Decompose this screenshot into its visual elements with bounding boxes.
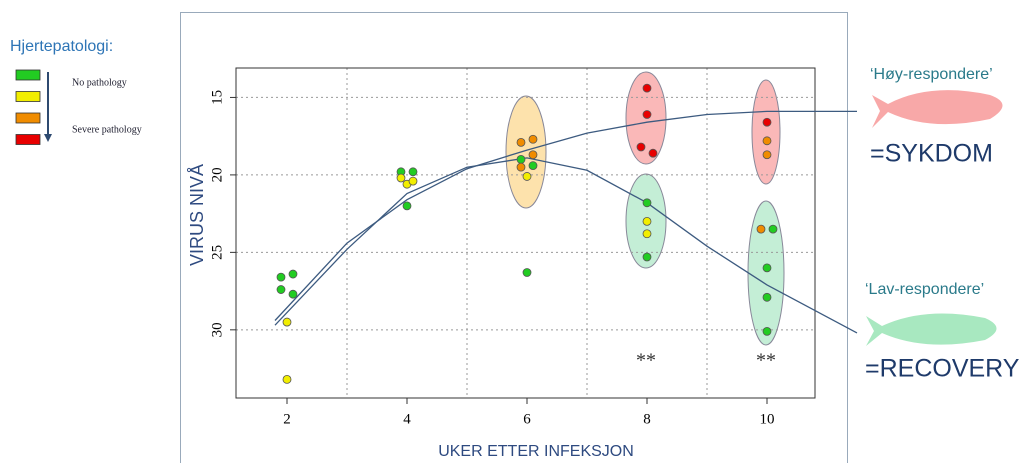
data-point <box>522 268 532 277</box>
legend-label: No pathology <box>72 77 127 88</box>
data-point <box>642 229 652 239</box>
data-point <box>642 216 652 226</box>
x-tick-label: 6 <box>523 411 531 427</box>
legend-swatch <box>15 91 41 102</box>
data-point <box>642 83 652 93</box>
legend-swatch <box>15 69 41 81</box>
legend-arrow-head <box>44 134 52 142</box>
data-point <box>288 269 298 279</box>
legend-title: Hjertepatologi: <box>10 38 113 55</box>
x-tick-label: 8 <box>643 411 651 427</box>
data-point <box>768 224 778 234</box>
data-point <box>642 252 652 262</box>
data-point <box>762 263 772 273</box>
data-point <box>288 289 298 299</box>
y-tick-label: 30 <box>209 322 225 337</box>
responder-outcome: =RECOVERY <box>865 355 1020 383</box>
data-point <box>762 326 772 336</box>
fit-curve <box>274 157 858 334</box>
data-point <box>408 167 418 177</box>
y-tick-label: 25 <box>209 245 225 260</box>
annotation: ** <box>756 350 776 372</box>
data-point <box>402 201 412 211</box>
data-point <box>528 150 538 160</box>
data-point <box>276 272 286 282</box>
data-point <box>762 292 772 302</box>
fish-high <box>872 90 1003 128</box>
frame <box>180 12 848 463</box>
group-ellipse <box>751 79 781 185</box>
data-point <box>522 172 532 181</box>
data-point <box>276 285 286 294</box>
x-axis-label: UKER ETTER INFEKSJON <box>438 443 634 460</box>
x-tick-label: 10 <box>760 411 775 427</box>
data-point <box>516 137 526 147</box>
data-point <box>648 148 658 158</box>
responder-outcome: =SYKDOM <box>870 140 993 168</box>
data-point <box>528 161 538 171</box>
data-point <box>642 110 652 119</box>
data-point <box>762 150 772 160</box>
data-point <box>636 142 646 152</box>
data-point <box>282 375 292 384</box>
group-ellipse <box>505 95 547 209</box>
plot-area <box>235 67 816 399</box>
data-point <box>756 224 766 234</box>
data-point <box>642 198 652 208</box>
annotation: ** <box>636 350 656 372</box>
legend-swatch <box>15 134 41 145</box>
fish-low <box>866 313 997 346</box>
data-point <box>396 173 406 183</box>
group-ellipse <box>747 200 785 346</box>
x-tick-label: 4 <box>403 411 411 427</box>
legend-label: Severe pathology <box>72 124 142 135</box>
data-point <box>408 176 418 186</box>
y-tick-label: 15 <box>209 90 225 105</box>
data-point <box>762 117 772 127</box>
y-axis-label: VIRUS NIVÅ <box>187 164 207 266</box>
data-point <box>282 317 292 327</box>
data-point <box>528 134 538 144</box>
data-point <box>516 155 526 164</box>
data-point <box>516 162 526 172</box>
legend-swatch <box>15 112 41 124</box>
responder-label: ‘Høy-respondere’ <box>870 66 993 83</box>
x-tick-label: 2 <box>283 411 291 427</box>
responder-label: ‘Lav-respondere’ <box>865 281 984 298</box>
y-tick-label: 20 <box>209 167 225 182</box>
data-point <box>762 136 772 146</box>
